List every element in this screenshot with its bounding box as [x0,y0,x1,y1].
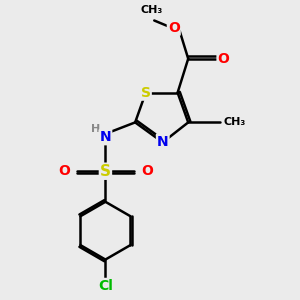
Text: N: N [157,134,169,148]
Text: CH₃: CH₃ [141,5,163,15]
Text: O: O [218,52,230,66]
Text: H: H [92,124,101,134]
Text: O: O [58,164,70,178]
Text: S: S [141,86,151,100]
Text: O: O [168,21,180,35]
Text: O: O [141,164,153,178]
Text: CH₃: CH₃ [224,117,246,128]
Text: N: N [100,130,111,144]
Text: Cl: Cl [98,279,113,293]
Text: S: S [100,164,111,179]
